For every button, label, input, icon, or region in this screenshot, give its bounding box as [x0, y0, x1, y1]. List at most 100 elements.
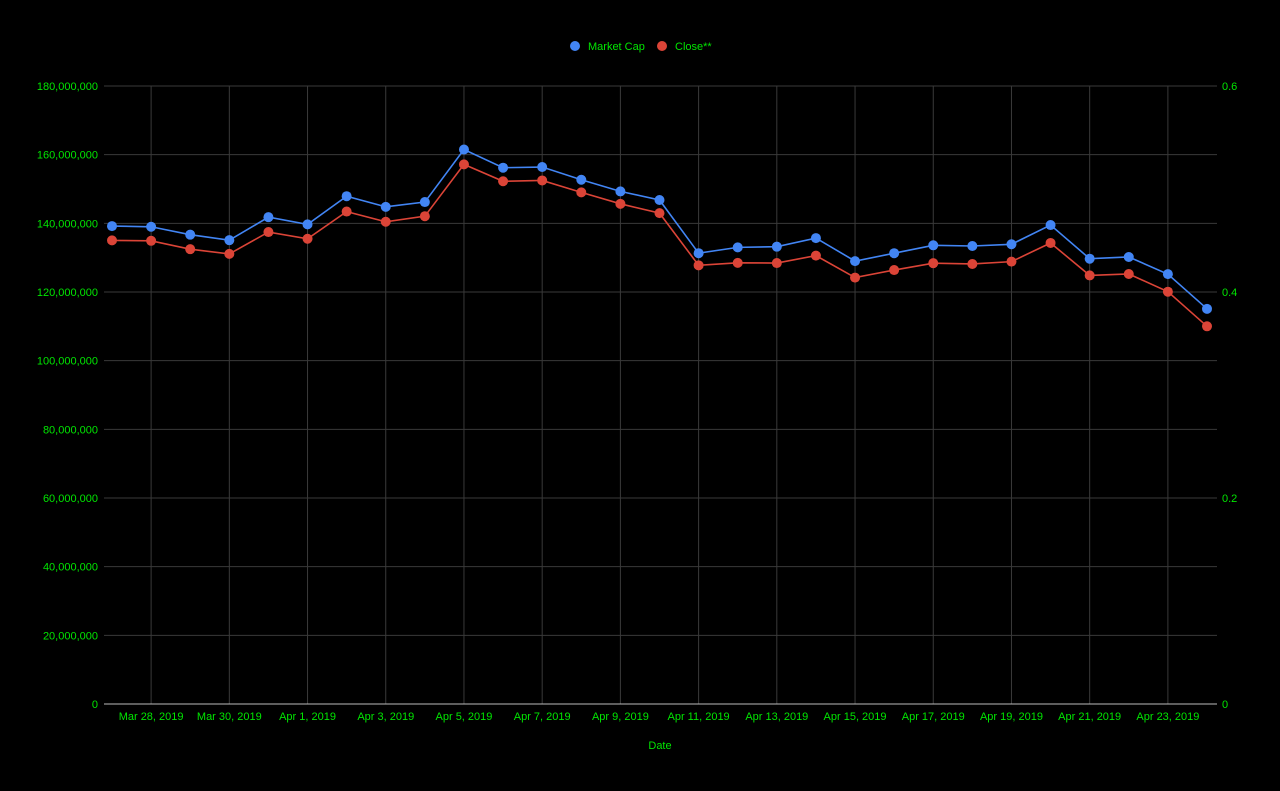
data-point: [576, 174, 587, 185]
legend-item: Close**: [657, 41, 712, 53]
data-point: [1162, 269, 1173, 280]
data-point: [850, 272, 861, 283]
y-left-tick-label: 80,000,000: [43, 424, 98, 436]
data-point: [458, 159, 469, 170]
data-point: [498, 162, 509, 173]
x-tick-label: Apr 5, 2019: [436, 711, 493, 723]
data-point: [1006, 239, 1017, 250]
y-left-tick-label: 160,000,000: [37, 150, 98, 162]
y-left-tick-label: 140,000,000: [37, 218, 98, 230]
series-market-cap: [107, 144, 1212, 314]
data-point: [1006, 256, 1017, 267]
data-point: [1123, 268, 1134, 279]
x-tick-label: Apr 15, 2019: [824, 711, 887, 723]
data-point: [810, 233, 821, 244]
data-point: [380, 216, 391, 227]
x-axis-title: Date: [648, 740, 671, 752]
data-point: [1045, 220, 1056, 231]
data-point: [1202, 321, 1212, 332]
x-tick-label: Apr 19, 2019: [980, 711, 1043, 723]
x-tick-label: Apr 7, 2019: [514, 711, 571, 723]
data-point: [1202, 303, 1212, 314]
y-left-tick-label: 0: [92, 699, 98, 711]
series-line: [111, 163, 1208, 327]
data-point: [341, 206, 352, 217]
data-point: [185, 244, 196, 255]
data-point: [615, 198, 626, 209]
x-tick-label: Apr 11, 2019: [668, 711, 730, 723]
x-tick-label: Apr 23, 2019: [1136, 711, 1199, 723]
y-left-tick-label: 100,000,000: [37, 356, 98, 368]
data-point: [615, 186, 626, 197]
data-point: [1084, 270, 1095, 281]
data-point: [341, 191, 352, 202]
x-tick-label: Apr 1, 2019: [279, 711, 336, 723]
data-point: [967, 240, 978, 251]
axes: 0 20,000,000 40,000,000 60,000,000 80,000,00…: [37, 81, 1237, 752]
data-point: [537, 175, 548, 186]
data-point: [771, 258, 782, 269]
series-close: [107, 159, 1212, 332]
data-point: [928, 240, 939, 251]
data-point: [185, 229, 196, 240]
data-point: [576, 187, 587, 198]
legend-label: Market Cap: [588, 41, 645, 53]
x-tick-label: Apr 17, 2019: [902, 711, 965, 723]
legend-item: Market Cap: [570, 41, 645, 53]
data-point: [693, 248, 704, 259]
data-point: [1123, 251, 1134, 262]
data-point: [732, 242, 743, 253]
data-point: [146, 221, 157, 232]
data-point: [654, 194, 665, 205]
data-point: [1162, 286, 1173, 297]
grid-lines: [104, 85, 1217, 704]
data-point: [850, 256, 861, 267]
data-point: [1045, 237, 1056, 248]
x-tick-label: Mar 30, 2019: [197, 711, 262, 723]
x-tick-label: Apr 3, 2019: [357, 711, 414, 723]
data-point: [654, 208, 665, 219]
y-left-tick-label: 60,000,000: [43, 493, 98, 505]
legend-label: Close**: [675, 41, 712, 53]
data-point: [771, 241, 782, 252]
data-point: [380, 201, 391, 212]
y-right-tick-label: 0.6: [1222, 81, 1237, 93]
data-point: [967, 258, 978, 269]
data-point: [732, 257, 743, 268]
x-tick-label: Apr 13, 2019: [745, 711, 808, 723]
data-point: [263, 227, 274, 238]
data-point: [693, 260, 704, 271]
series-line: [111, 148, 1208, 310]
data-point: [419, 211, 430, 222]
data-point: [302, 219, 313, 230]
data-point: [498, 176, 509, 187]
legend-marker: [570, 41, 580, 51]
data-point: [810, 250, 821, 261]
data-point: [302, 233, 313, 244]
y-left-tick-label: 20,000,000: [43, 630, 98, 642]
data-point: [419, 197, 430, 208]
data-point: [1084, 253, 1095, 264]
x-tick-label: Apr 21, 2019: [1058, 711, 1121, 723]
data-point: [107, 221, 117, 232]
data-point: [889, 265, 900, 276]
x-tick-label: Apr 9, 2019: [592, 711, 649, 723]
data-point: [224, 235, 235, 246]
data-point: [889, 248, 900, 259]
y-left-tick-label: 180,000,000: [37, 81, 98, 93]
y-right-tick-label: 0.4: [1222, 287, 1237, 299]
y-left-tick-label: 40,000,000: [43, 562, 98, 574]
series-lines: [107, 144, 1212, 332]
data-point: [146, 235, 157, 246]
data-point: [458, 144, 469, 155]
data-point: [263, 212, 274, 223]
data-point: [107, 235, 117, 246]
legend: Market Cap Close**: [570, 41, 712, 53]
x-tick-label: Mar 28, 2019: [119, 711, 184, 723]
y-right-tick-label: 0: [1222, 699, 1228, 711]
data-point: [928, 258, 939, 269]
y-left-tick-label: 120,000,000: [37, 287, 98, 299]
y-right-tick-label: 0.2: [1222, 493, 1237, 505]
